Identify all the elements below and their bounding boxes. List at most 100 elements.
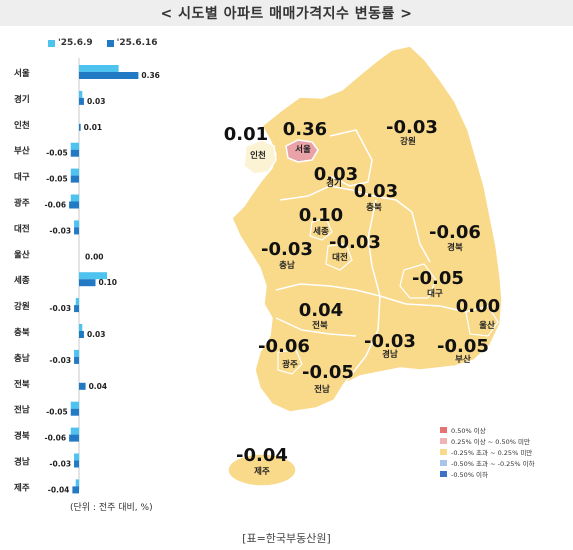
category-label: 세종	[14, 275, 30, 286]
region-shape-daegu	[399, 263, 437, 299]
category-label: 경북	[14, 431, 30, 442]
legend-label-2: '25.6.16	[116, 38, 158, 48]
bar-week2	[69, 201, 79, 209]
map-value-label: 0.10	[299, 205, 343, 226]
map-value-label: -0.04	[236, 445, 288, 466]
map-region-name: 대구	[427, 288, 443, 299]
chart-title: < 시도별 아파트 매매가격지수 변동률 >	[160, 6, 413, 22]
region-shape-jeju	[227, 453, 297, 487]
bar-week2	[79, 97, 84, 105]
color-legend: 0.50% 이상 0.25% 이상 ~ 0.50% 미만 -0.25% 초과 ~…	[440, 424, 535, 479]
category-label: 전남	[14, 405, 30, 416]
category-label: 울산	[14, 249, 30, 260]
category-label: 부산	[14, 146, 30, 157]
region-shape-daejeon	[325, 243, 353, 271]
value-label: -0.03	[49, 304, 71, 313]
week-legend: '25.6.9 '25.6.16	[48, 38, 158, 48]
category-label: 강원	[14, 301, 30, 312]
map-value-label: 0.04	[299, 300, 343, 321]
bar-week1	[79, 90, 83, 98]
map-value-label: 0.03	[354, 181, 398, 202]
value-label: 0.36	[141, 71, 160, 80]
bar-week1	[75, 298, 79, 306]
category-label: 충북	[14, 327, 30, 338]
region-shape-sejong	[309, 217, 333, 241]
category-label: 경남	[14, 457, 30, 468]
color-legend-row: -0.25% 초과 ~ 0.25% 미만	[440, 446, 535, 457]
bar-week1	[74, 349, 79, 357]
value-label: -0.05	[46, 149, 68, 158]
legend-week-2: '25.6.16	[106, 38, 158, 48]
map-value-label: 0.01	[224, 124, 268, 145]
bar-week1	[70, 142, 79, 150]
value-label: -0.06	[44, 201, 66, 210]
value-label: 0.00	[85, 252, 104, 261]
map-value-label: -0.03	[261, 239, 313, 260]
color-legend-swatch	[440, 470, 447, 477]
category-label: 대전	[14, 223, 30, 234]
category-label: 충남	[14, 353, 30, 364]
map-region-name: 충남	[279, 260, 295, 271]
category-label: 경기	[14, 94, 30, 105]
legend-week-1: '25.6.9	[48, 38, 93, 48]
color-legend-swatch	[440, 437, 447, 444]
region-shape-ulsan	[465, 305, 499, 337]
map-value-label: -0.05	[412, 268, 464, 289]
map-region-name: 세종	[313, 226, 329, 237]
map-value-label: -0.03	[329, 232, 381, 253]
category-label: 광주	[14, 198, 30, 209]
color-legend-row: -0.50% 초과 ~ -0.25% 이하	[440, 457, 535, 468]
color-legend-label: -0.50% 초과 ~ -0.25% 이하	[451, 459, 535, 468]
bar-week2	[79, 279, 96, 287]
value-label: -0.06	[44, 434, 66, 443]
unit-note: (단위 : 전주 대비, %)	[70, 503, 153, 513]
legend-swatch-2	[106, 39, 114, 47]
map-value-label: -0.06	[258, 336, 310, 357]
value-label: -0.05	[46, 175, 68, 184]
title-bar: < 시도별 아파트 매매가격지수 변동률 >	[0, 0, 573, 26]
value-label: -0.03	[49, 460, 71, 469]
map-value-label: -0.03	[364, 331, 416, 352]
map-region-name: 충북	[366, 202, 382, 213]
map-value-label: -0.05	[302, 362, 354, 383]
legend-label-1: '25.6.9	[58, 38, 93, 48]
value-label: -0.04	[48, 485, 70, 494]
bar-week2	[69, 434, 79, 442]
map-region-name: 경북	[447, 242, 463, 253]
bar-week2	[79, 123, 81, 131]
map-region-name: 전북	[312, 320, 328, 331]
value-label: 0.03	[87, 330, 106, 339]
bar-week2	[74, 460, 79, 468]
map-region-name: 인천	[250, 150, 266, 161]
bar-week2	[79, 382, 86, 390]
legend-swatch-1	[48, 39, 55, 47]
bar-week1	[79, 272, 108, 280]
category-label: 전북	[14, 379, 30, 390]
color-legend-row: -0.50% 이하	[440, 468, 535, 479]
color-legend-swatch	[440, 448, 447, 455]
map-region-name: 경남	[382, 349, 398, 360]
bar-week2	[79, 331, 84, 338]
bar-week1	[79, 324, 83, 331]
region-shape-gwangju	[277, 349, 303, 375]
color-legend-row: 0.25% 이상 ~ 0.50% 미만	[440, 435, 535, 446]
category-label: 제주	[14, 482, 30, 493]
map-region-name: 부산	[455, 354, 471, 365]
color-legend-label: -0.25% 초과 ~ 0.25% 미만	[451, 448, 533, 457]
region-shape-seoul	[285, 139, 319, 163]
color-legend-swatch	[440, 459, 447, 466]
map-region-name: 광주	[282, 359, 298, 370]
value-label: -0.03	[49, 356, 71, 365]
color-legend-label: 0.25% 이상 ~ 0.50% 미만	[451, 437, 530, 446]
map-value-label: -0.06	[429, 222, 481, 243]
map-value-label: 0.00	[456, 296, 500, 317]
bar-chart: 서울 0.36 경기 0.03 인천 0.01 부산 -0.05 대구 -0.05 광주 -0.06 대…	[14, 58, 160, 494]
map-value-label: -0.03	[386, 117, 438, 138]
bar-week2	[74, 227, 79, 235]
province-borders	[275, 129, 467, 385]
value-label: 0.01	[84, 123, 103, 132]
map-region-name: 대전	[332, 252, 348, 263]
map-region-name: 경기	[326, 178, 342, 189]
